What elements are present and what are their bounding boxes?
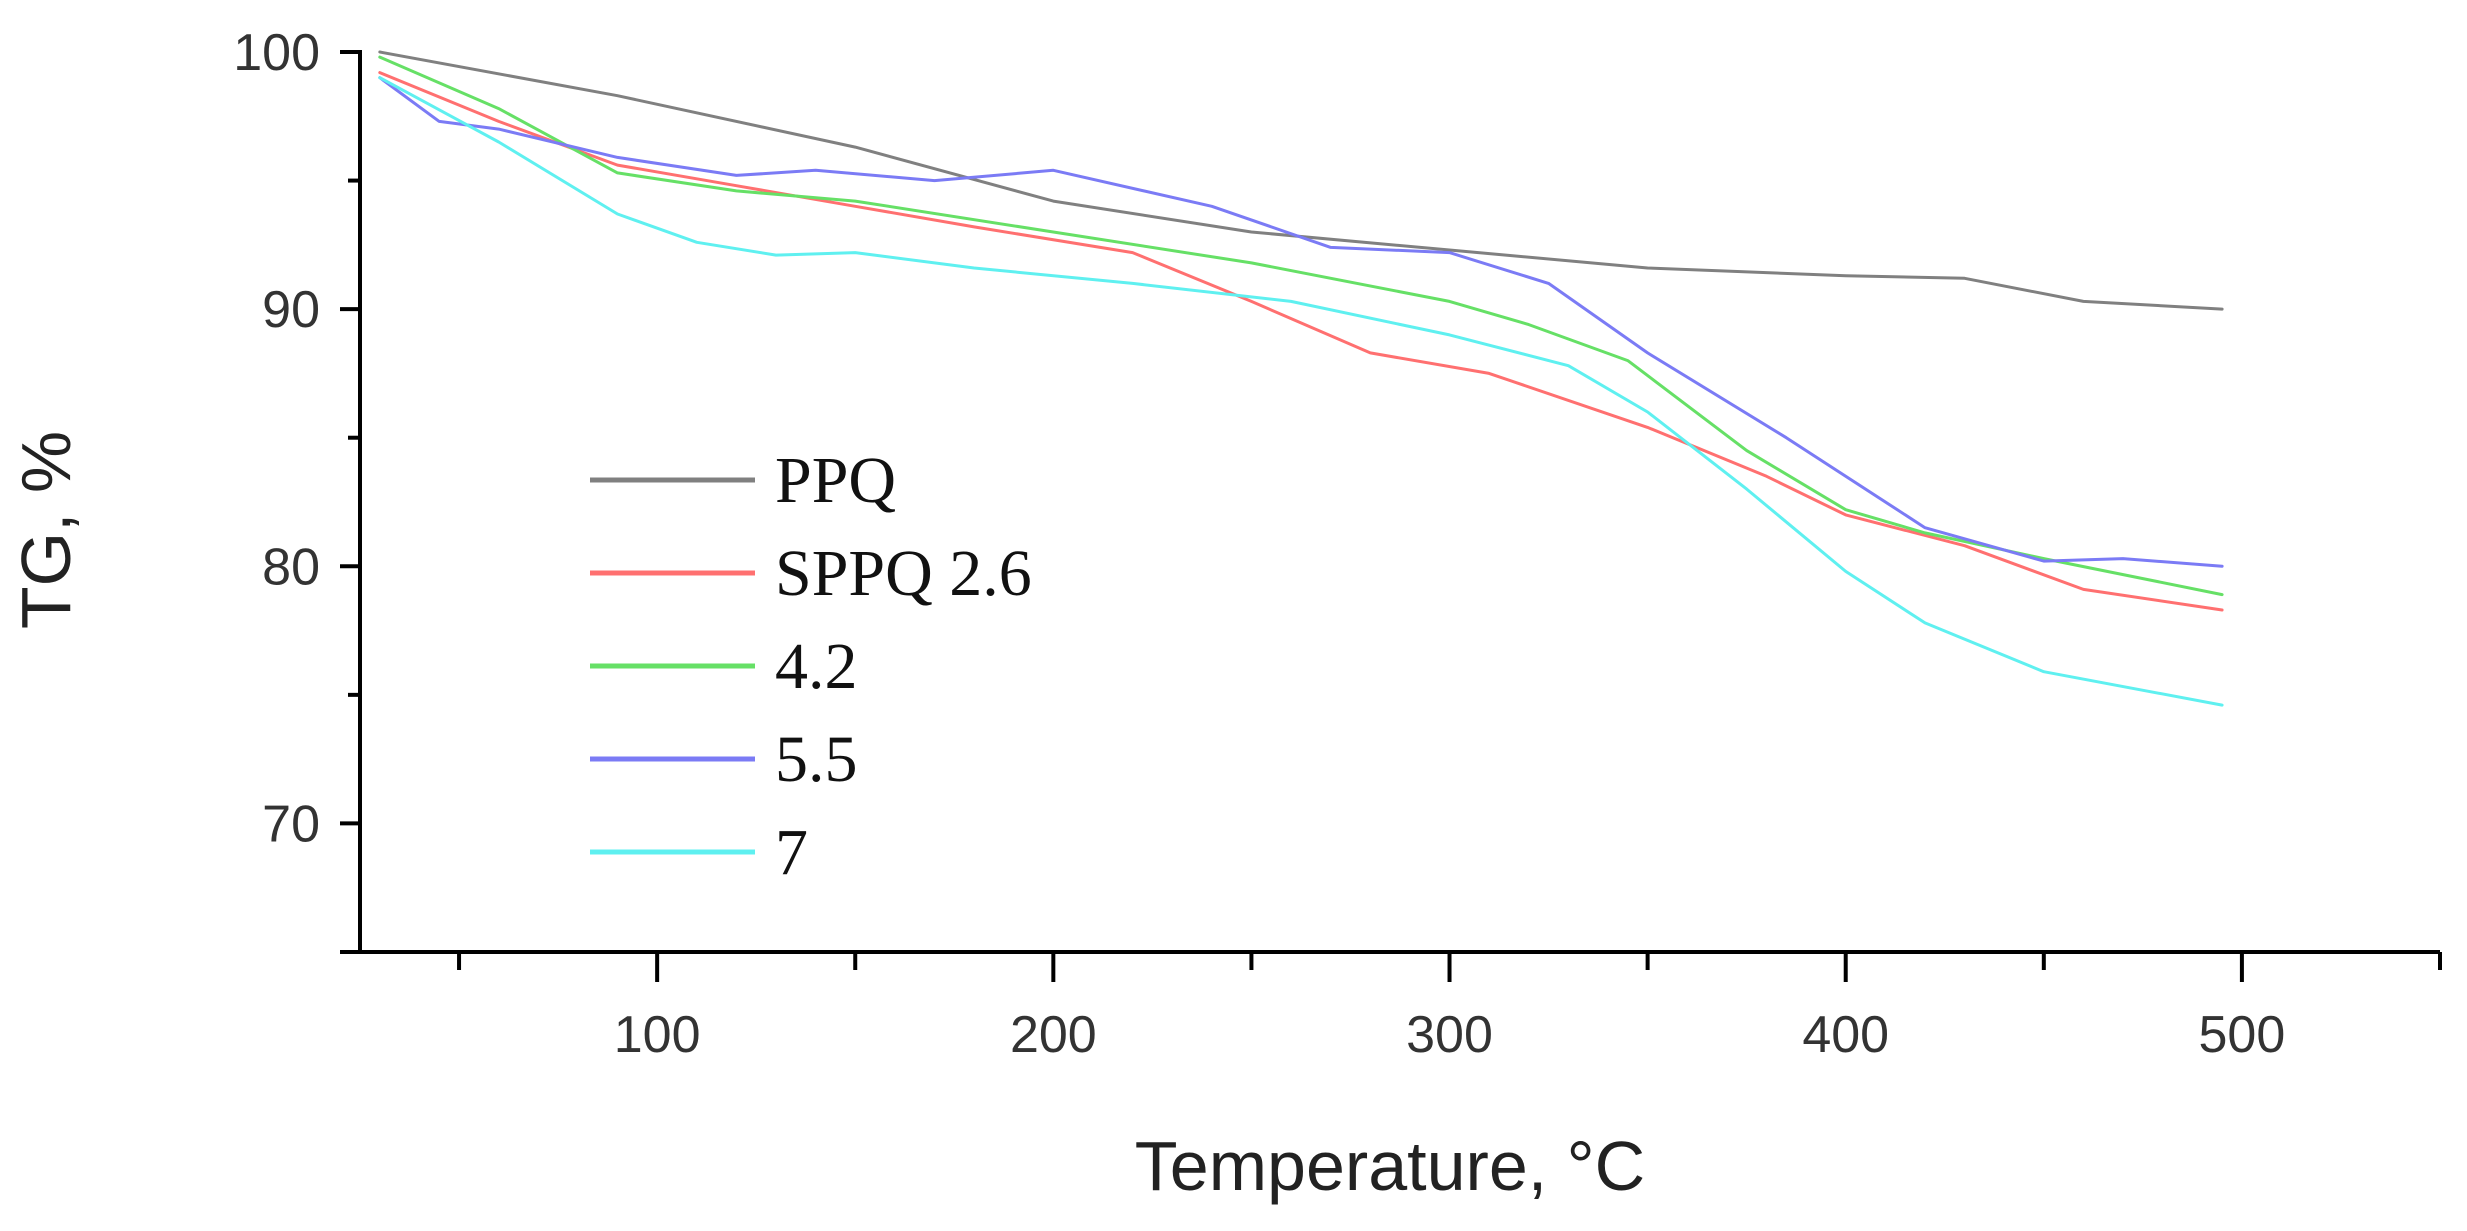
x-tick-label: 500 — [2199, 1006, 2286, 1064]
x-tick-label: 300 — [1406, 1006, 1493, 1064]
y-tick-label: 90 — [262, 281, 320, 339]
series-line-5-5 — [378, 76, 2224, 568]
series-line-sppq-2-6 — [378, 71, 2224, 612]
series-line-4-2 — [378, 55, 2224, 597]
legend-label: 7 — [775, 816, 808, 889]
y-tick-label: 80 — [262, 538, 320, 596]
legend-label: 4.2 — [775, 630, 858, 703]
x-axis-title: Temperature, °C — [1135, 1127, 1645, 1205]
legend-label: 5.5 — [775, 723, 858, 796]
y-tick-label: 70 — [262, 795, 320, 853]
axes: 100 200 300 400 500 70 80 90 100 — [233, 24, 2442, 1064]
series-line-ppq — [378, 50, 2224, 311]
legend-label: PPQ — [775, 444, 896, 517]
x-tick-label: 400 — [1802, 1006, 1889, 1064]
legend: PPQ SPPQ 2.6 4.2 5.5 7 — [590, 444, 1032, 889]
y-axis-title: TG, % — [7, 431, 85, 629]
series-line-7 — [378, 76, 2224, 707]
x-tick-label: 100 — [614, 1006, 701, 1064]
legend-label: SPPQ 2.6 — [775, 537, 1032, 610]
y-tick-label: 100 — [233, 24, 320, 82]
series-layer — [378, 50, 2224, 707]
x-tick-label: 200 — [1010, 1006, 1097, 1064]
